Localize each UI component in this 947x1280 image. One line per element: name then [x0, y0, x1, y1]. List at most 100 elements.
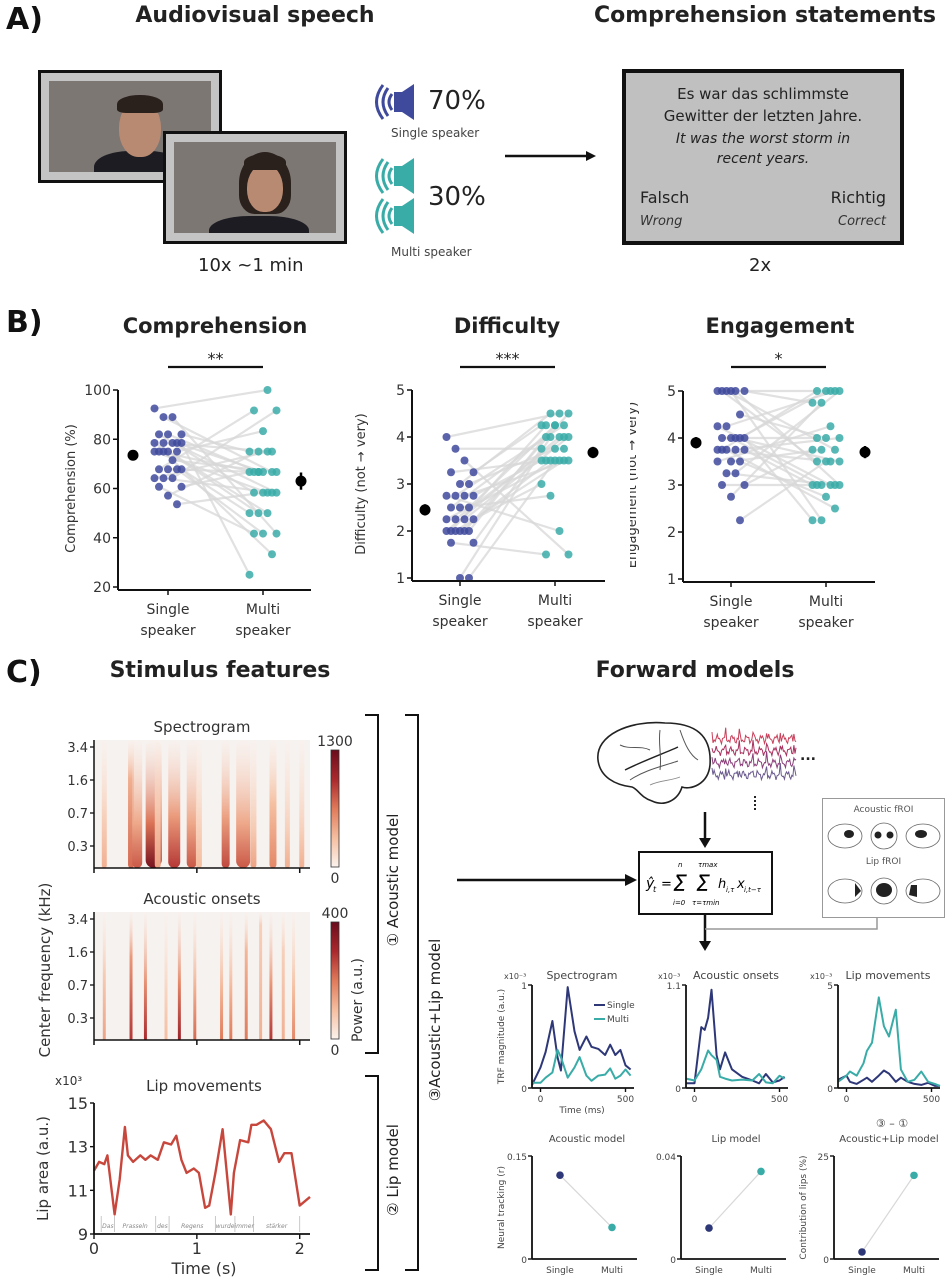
- word-label: wurde: [216, 1223, 235, 1230]
- paired-line: [735, 436, 840, 451]
- y-tick-label: 13: [68, 1138, 88, 1157]
- multi-speaker-point: [254, 447, 263, 456]
- multi-speaker-point: [835, 481, 844, 489]
- multi-trf-line: [685, 1049, 786, 1085]
- chart-title: Lip movements: [846, 969, 931, 982]
- y-tick-label: 2: [667, 525, 676, 541]
- multi-speaker-point: [546, 491, 555, 500]
- meg-signal-traces: [711, 727, 797, 782]
- lip-froi-label: Lip fROI: [865, 857, 902, 867]
- chart-title: Difficulty: [454, 314, 561, 338]
- froi-panel: Acoustic fROI Lip fROI: [822, 798, 945, 918]
- x-tick-label: Multi: [809, 594, 843, 610]
- true-option-label[interactable]: Richtig: [830, 188, 886, 207]
- acoustic-model-bracket: [365, 714, 379, 1054]
- single-speaker-point: [447, 538, 455, 547]
- y-tick-label: 0: [521, 1085, 527, 1095]
- y-tick-label: 100: [84, 383, 111, 399]
- multi-speaker-point: [835, 457, 844, 466]
- heatmap-band: [269, 912, 273, 1040]
- legend-label: Single: [607, 1001, 635, 1011]
- multi-speaker-point: [272, 406, 281, 415]
- single-speaker-point: [442, 527, 451, 535]
- x-tick-label: speaker: [527, 614, 583, 630]
- y-multiplier-label: x10³: [55, 1074, 82, 1088]
- word-label: Prasseln: [123, 1223, 148, 1230]
- y-tick-label: 0.3: [67, 840, 88, 855]
- single-speaker-point: [718, 434, 726, 442]
- brain-icon: [597, 721, 711, 804]
- chart-title: Lip movements: [146, 1077, 262, 1095]
- single-speaker-point: [150, 438, 159, 447]
- heatmap-band: [221, 740, 230, 868]
- x-tick-label: speaker: [798, 615, 854, 631]
- y-tick-label: 2: [396, 524, 405, 540]
- x-tick-label: speaker: [235, 623, 291, 639]
- single-speaker-point: [731, 469, 740, 478]
- multi-speaker-point: [813, 481, 821, 489]
- single-speaker-point: [168, 413, 177, 422]
- false-option-label[interactable]: Falsch: [640, 188, 690, 207]
- multi-speaker-point: [555, 527, 564, 535]
- multi-speaker-point: [826, 481, 835, 489]
- heatmap-band: [259, 912, 263, 1040]
- x-tick-label: 500: [617, 1095, 634, 1105]
- trf-equation-box: ŷ t = Σ n i=0 Σ τmax τ=τmin h i,τ x i,t−…: [638, 851, 773, 915]
- colorbar: [330, 921, 340, 1040]
- significance-stars: **: [208, 349, 224, 368]
- svg-text:Σ: Σ: [696, 872, 710, 897]
- acoustic-froi-brains: [827, 822, 941, 850]
- multi-speaker-point: [831, 504, 839, 513]
- multi-speaker-point: [245, 509, 254, 518]
- y-tick-label: 0.3: [67, 1012, 88, 1027]
- single-speaker-point: [460, 491, 469, 500]
- stimulus-features-title: Stimulus features: [109, 658, 331, 683]
- y-tick-label: 1: [521, 982, 527, 992]
- single-speaker-point: [150, 447, 159, 456]
- single-trf-line: [531, 986, 632, 1086]
- chart-title: Acoustic model: [549, 1134, 625, 1145]
- single-speaker-point: [460, 515, 469, 524]
- legend-label: Multi: [607, 1015, 629, 1025]
- y-axis-label: TRF magnitude (a.u.): [497, 989, 507, 1085]
- single-speaker-point: [168, 474, 177, 483]
- single-speaker-point: [177, 482, 186, 491]
- x-tick-label: Single: [146, 602, 189, 618]
- paired-line: [739, 460, 827, 522]
- multi-speaker-point: [546, 409, 555, 418]
- paired-line: [721, 390, 818, 463]
- heatmap-band: [244, 912, 248, 1040]
- arrow-to-equation-icon: [457, 874, 637, 886]
- paired-line: [459, 436, 552, 579]
- y-tick-label: 11: [68, 1181, 88, 1200]
- single-speaker-point: [469, 468, 478, 477]
- lip-froi-brains: [827, 877, 941, 905]
- y-tick-label: 1: [667, 572, 676, 588]
- x-tick-label: 500: [771, 1095, 788, 1105]
- multi-speaker-point: [808, 516, 817, 525]
- statement-english-line2: recent years.: [716, 151, 810, 167]
- single-speaker-point: [722, 422, 731, 431]
- y-tick-label: 40: [93, 531, 111, 547]
- single-speaker-point: [451, 491, 460, 500]
- heatmap-band: [281, 912, 285, 1040]
- single-speaker-point: [736, 410, 744, 419]
- shared-y-axis-label: Center frequency (kHz): [36, 883, 54, 1058]
- svg-text:x: x: [736, 877, 745, 892]
- multi-speaker-point: [560, 421, 568, 430]
- colorbar-min-label: 0: [331, 871, 340, 887]
- single-speaker-point: [451, 444, 460, 453]
- statement-german-line2: Gewitter der letzten Jahre.: [663, 107, 863, 125]
- y-tick-label: 5: [827, 982, 833, 992]
- single-speaker-point: [173, 447, 181, 456]
- svg-text:τmax: τmax: [698, 861, 718, 869]
- x-axis-label: Time (ms): [558, 1106, 604, 1116]
- single-speaker-point: [442, 491, 451, 500]
- paired-line: [472, 448, 543, 544]
- paired-line: [735, 436, 840, 463]
- y-tick-label: 0.15: [507, 1153, 527, 1163]
- colorbar-label: Power (a.u.): [350, 958, 366, 1042]
- false-option-translation: Wrong: [640, 214, 683, 229]
- paired-line: [730, 437, 823, 486]
